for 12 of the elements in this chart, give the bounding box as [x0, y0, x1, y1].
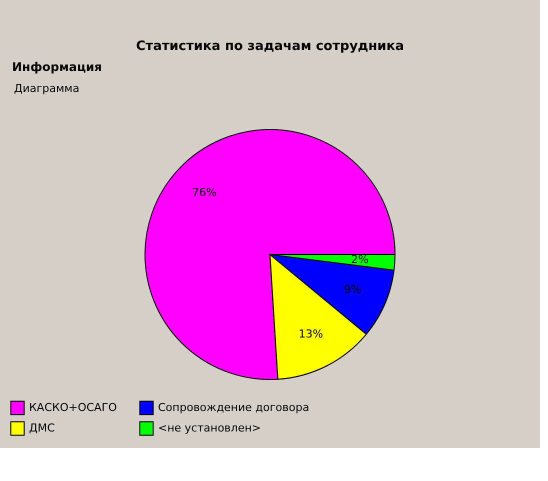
text: Информация [12, 60, 102, 74]
legend-label: ДМС [29, 422, 56, 434]
chart-title: Статистика по задачам сотрудника [136, 39, 404, 54]
data-label: 76% [192, 186, 217, 199]
legend-label: Сопровождение договора [158, 400, 310, 414]
data-label: 13% [298, 328, 324, 341]
text: Диаграмма [14, 82, 80, 95]
data-label: 2% [351, 253, 369, 266]
data-label: 9% [344, 283, 362, 296]
pie-slice [144, 129, 396, 380]
legend-label: КАСКО+ОСАГО [29, 400, 118, 414]
legend-label: <не установлен> [158, 422, 261, 434]
